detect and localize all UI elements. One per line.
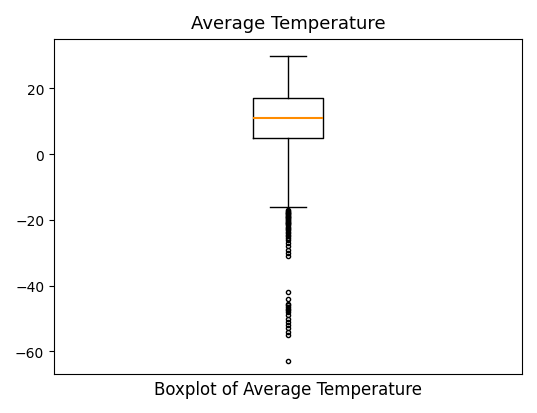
X-axis label: Boxplot of Average Temperature: Boxplot of Average Temperature (154, 380, 422, 398)
Title: Average Temperature: Average Temperature (191, 15, 386, 33)
